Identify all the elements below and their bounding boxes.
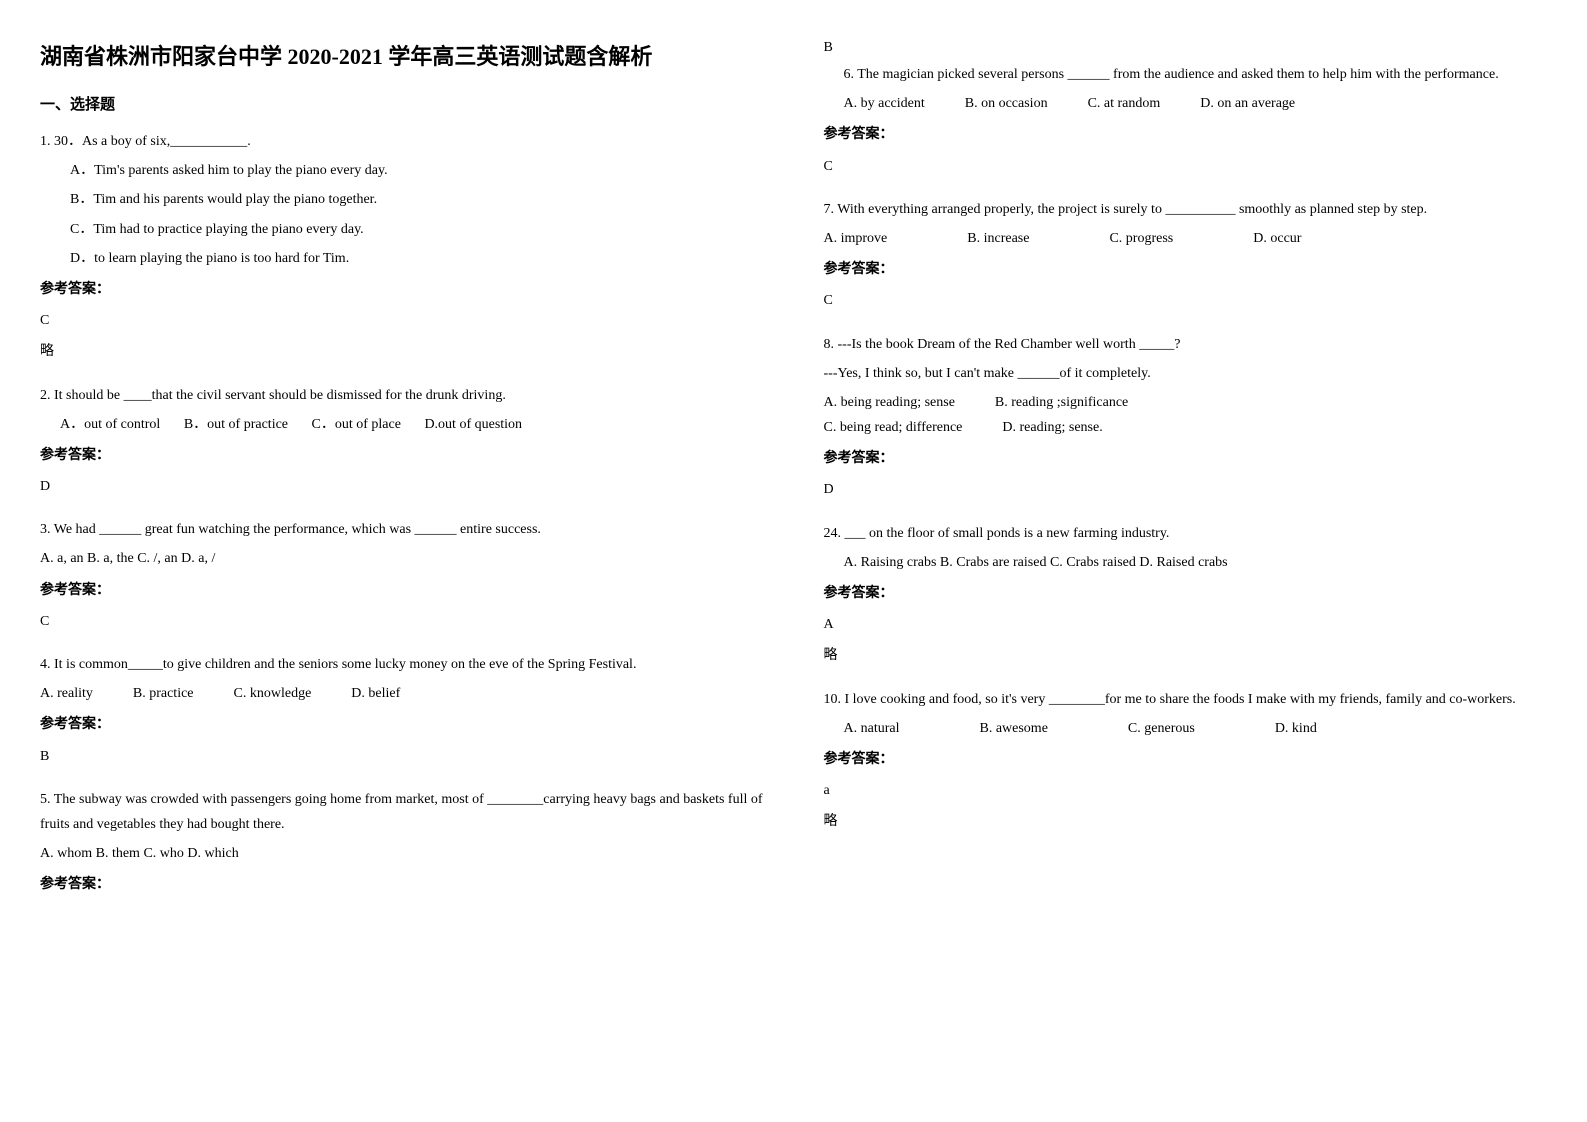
q8-text1: 8. ---Is the book Dream of the Red Chamb… xyxy=(824,332,1548,357)
q4-answer-label: 参考答案： xyxy=(40,712,764,737)
q4-optB: B. practice xyxy=(133,681,194,706)
q6-optB: B. on occasion xyxy=(965,91,1048,116)
q10-note: 略 xyxy=(824,809,1548,834)
q5-answer: B xyxy=(824,40,1548,56)
q6-optC: C. at random xyxy=(1088,91,1161,116)
q4-optA: A. reality xyxy=(40,681,93,706)
q3-answer-label: 参考答案： xyxy=(40,578,764,603)
q8-options-2: C. being read; difference D. reading; se… xyxy=(824,415,1548,440)
question-4: 4. It is common_____to give children and… xyxy=(40,652,764,769)
q2-text: 2. It should be ____that the civil serva… xyxy=(40,383,764,408)
q10-options: A. natural B. awesome C. generous D. kin… xyxy=(844,716,1548,741)
q9-options: A. Raising crabs B. Crabs are raised C. … xyxy=(844,550,1548,575)
q10-optB: B. awesome xyxy=(979,716,1047,741)
question-6: 6. The magician picked several persons _… xyxy=(824,62,1548,179)
q4-text: 4. It is common_____to give children and… xyxy=(40,652,764,677)
q1-note: 略 xyxy=(40,339,764,364)
q9-note: 略 xyxy=(824,643,1548,668)
q1-optC: C．Tim had to practice playing the piano … xyxy=(70,217,764,242)
q10-answer: a xyxy=(824,778,1548,803)
q7-text: 7. With everything arranged properly, th… xyxy=(824,197,1548,222)
q8-answer-label: 参考答案： xyxy=(824,446,1548,471)
q7-answer-label: 参考答案： xyxy=(824,257,1548,282)
q2-optC: C．out of place xyxy=(312,417,401,432)
page-title: 湖南省株洲市阳家台中学 2020-2021 学年高三英语测试题含解析 xyxy=(40,40,764,73)
question-1: 1. 30．As a boy of six,___________. A．Tim… xyxy=(40,129,764,365)
page-container: 湖南省株洲市阳家台中学 2020-2021 学年高三英语测试题含解析 一、选择题… xyxy=(40,40,1547,916)
q4-optD: D. belief xyxy=(351,681,400,706)
right-column: B 6. The magician picked several persons… xyxy=(824,40,1548,916)
q2-optB: B．out of practice xyxy=(184,417,288,432)
q2-optD: D.out of question xyxy=(424,417,522,432)
q7-optB: B. increase xyxy=(967,226,1029,251)
q5-answer-label: 参考答案： xyxy=(40,872,764,897)
q6-optA: A. by accident xyxy=(844,91,925,116)
q8-optA: A. being reading; sense xyxy=(824,390,955,415)
q6-answer: C xyxy=(824,154,1548,179)
q1-text: 1. 30．As a boy of six,___________. xyxy=(40,129,764,154)
q10-text: 10. I love cooking and food, so it's ver… xyxy=(824,687,1548,712)
left-column: 湖南省株洲市阳家台中学 2020-2021 学年高三英语测试题含解析 一、选择题… xyxy=(40,40,764,916)
q5-options: A. whom B. them C. who D. which xyxy=(40,841,764,866)
q5-text: 5. The subway was crowded with passenger… xyxy=(40,787,764,837)
q3-answer: C xyxy=(40,609,764,634)
question-8: 8. ---Is the book Dream of the Red Chamb… xyxy=(824,332,1548,503)
q7-answer: C xyxy=(824,288,1548,313)
q1-answer: C xyxy=(40,308,764,333)
q4-options: A. reality B. practice C. knowledge D. b… xyxy=(40,681,764,706)
q7-options: A. improve B. increase C. progress D. oc… xyxy=(824,226,1548,251)
q10-optC: C. generous xyxy=(1128,716,1195,741)
question-2: 2. It should be ____that the civil serva… xyxy=(40,383,764,500)
q9-answer-label: 参考答案： xyxy=(824,581,1548,606)
q1-answer-label: 参考答案： xyxy=(40,277,764,302)
q2-optA: A．out of control xyxy=(60,417,160,432)
q6-options: A. by accident B. on occasion C. at rand… xyxy=(844,91,1548,116)
q4-answer: B xyxy=(40,744,764,769)
question-9: 24. ___ on the floor of small ponds is a… xyxy=(824,521,1548,669)
question-7: 7. With everything arranged properly, th… xyxy=(824,197,1548,314)
q2-answer: D xyxy=(40,474,764,499)
q8-text2: ---Yes, I think so, but I can't make ___… xyxy=(824,361,1548,386)
q8-optD: D. reading; sense. xyxy=(1002,415,1102,440)
q7-optD: D. occur xyxy=(1253,226,1301,251)
q8-answer: D xyxy=(824,477,1548,502)
q10-optD: D. kind xyxy=(1275,716,1317,741)
q6-text: 6. The magician picked several persons _… xyxy=(844,62,1548,87)
q4-optC: C. knowledge xyxy=(234,681,312,706)
q8-optB: B. reading ;significance xyxy=(995,390,1128,415)
q10-answer-label: 参考答案： xyxy=(824,747,1548,772)
q1-optD: D．to learn playing the piano is too hard… xyxy=(70,246,764,271)
q2-options: A．out of control B．out of practice C．out… xyxy=(60,412,764,437)
q6-answer-label: 参考答案： xyxy=(824,122,1548,147)
q6-optD: D. on an average xyxy=(1200,91,1295,116)
q2-answer-label: 参考答案： xyxy=(40,443,764,468)
q3-options: A. a, an B. a, the C. /, an D. a, / xyxy=(40,546,764,571)
q1-optA: A．Tim's parents asked him to play the pi… xyxy=(70,158,764,183)
q8-options-1: A. being reading; sense B. reading ;sign… xyxy=(824,390,1548,415)
question-3: 3. We had ______ great fun watching the … xyxy=(40,517,764,634)
q1-optB: B．Tim and his parents would play the pia… xyxy=(70,187,764,212)
question-10: 10. I love cooking and food, so it's ver… xyxy=(824,687,1548,835)
q7-optA: A. improve xyxy=(824,226,888,251)
q3-text: 3. We had ______ great fun watching the … xyxy=(40,517,764,542)
q9-text: 24. ___ on the floor of small ponds is a… xyxy=(824,521,1548,546)
q7-optC: C. progress xyxy=(1109,226,1173,251)
q8-optC: C. being read; difference xyxy=(824,415,963,440)
section-header: 一、选择题 xyxy=(40,93,764,114)
question-5: 5. The subway was crowded with passenger… xyxy=(40,787,764,898)
q10-optA: A. natural xyxy=(844,716,900,741)
q9-answer: A xyxy=(824,612,1548,637)
